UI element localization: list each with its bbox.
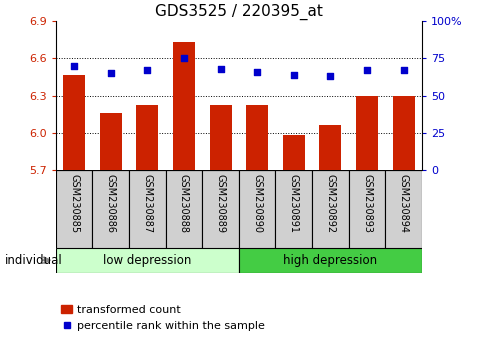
Point bbox=[253, 69, 260, 75]
Bar bbox=[348, 170, 385, 248]
Text: low depression: low depression bbox=[103, 254, 191, 267]
Title: GDS3525 / 220395_at: GDS3525 / 220395_at bbox=[154, 4, 322, 20]
Text: GSM230888: GSM230888 bbox=[179, 174, 189, 233]
Bar bbox=[355, 96, 377, 170]
Bar bbox=[392, 96, 414, 170]
Bar bbox=[384, 170, 421, 248]
Text: GSM230891: GSM230891 bbox=[288, 174, 298, 233]
Bar bbox=[63, 75, 85, 170]
Bar bbox=[56, 170, 92, 248]
Point bbox=[363, 68, 370, 73]
Bar bbox=[173, 42, 195, 170]
Bar bbox=[136, 105, 158, 170]
Bar bbox=[312, 170, 348, 248]
Text: GSM230890: GSM230890 bbox=[252, 174, 262, 233]
Bar bbox=[282, 135, 304, 170]
Bar bbox=[92, 170, 129, 248]
Text: GSM230894: GSM230894 bbox=[398, 174, 408, 233]
Bar bbox=[100, 113, 121, 170]
Legend: transformed count, percentile rank within the sample: transformed count, percentile rank withi… bbox=[61, 305, 264, 331]
Text: individual: individual bbox=[5, 254, 62, 267]
Text: GSM230892: GSM230892 bbox=[325, 174, 335, 233]
Bar bbox=[209, 105, 231, 170]
Text: GSM230893: GSM230893 bbox=[361, 174, 371, 233]
Point bbox=[399, 68, 407, 73]
Point bbox=[289, 72, 297, 78]
Bar bbox=[239, 170, 275, 248]
Point bbox=[326, 73, 333, 79]
Bar bbox=[239, 248, 421, 273]
Bar bbox=[319, 125, 341, 170]
Bar bbox=[202, 170, 239, 248]
Point bbox=[180, 56, 187, 61]
Text: GSM230886: GSM230886 bbox=[106, 174, 116, 233]
Text: high depression: high depression bbox=[283, 254, 377, 267]
Text: GSM230887: GSM230887 bbox=[142, 174, 152, 233]
Point bbox=[70, 63, 78, 69]
Point bbox=[216, 66, 224, 72]
Point bbox=[143, 68, 151, 73]
Text: GSM230885: GSM230885 bbox=[69, 174, 79, 233]
Bar bbox=[246, 105, 268, 170]
Bar bbox=[56, 248, 239, 273]
Bar bbox=[129, 170, 166, 248]
Point bbox=[106, 70, 114, 76]
Bar bbox=[275, 170, 312, 248]
Bar bbox=[166, 170, 202, 248]
Text: GSM230889: GSM230889 bbox=[215, 174, 225, 233]
